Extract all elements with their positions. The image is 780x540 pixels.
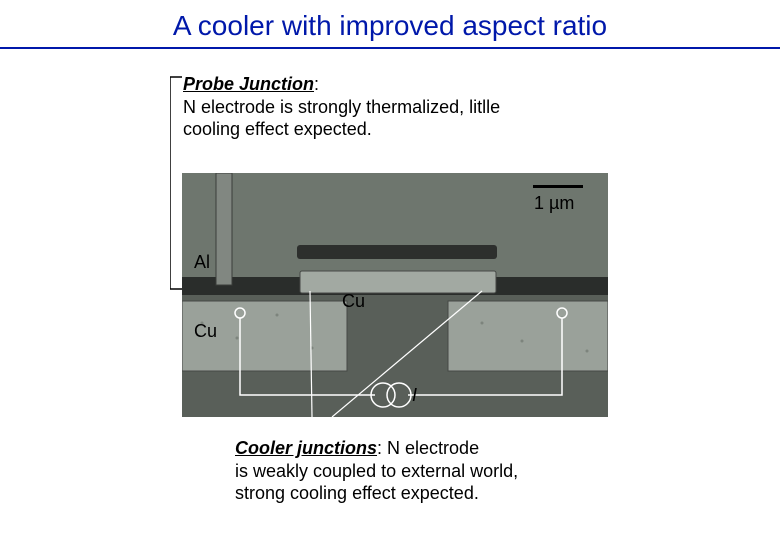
scale-bar [533, 185, 583, 188]
slide: A cooler with improved aspect ratio Prob… [0, 0, 780, 540]
cooler-label: Cooler junctions [235, 438, 377, 458]
cooler-line2: is weakly coupled to external world, [235, 461, 518, 481]
al-label: Al [194, 252, 210, 273]
cu-top-label: Cu [342, 291, 365, 312]
sem-figure: 1 µm Al Cu Cu I [182, 173, 608, 417]
cooler-annotation: Cooler junctions: N electrode is weakly … [235, 437, 518, 505]
cu-left-label: Cu [194, 321, 217, 342]
title-underline [0, 47, 780, 49]
cooler-line1: N electrode [387, 438, 479, 458]
slide-title: A cooler with improved aspect ratio [0, 10, 780, 42]
current-label: I [412, 385, 417, 406]
cooler-line3: strong cooling effect expected. [235, 483, 479, 503]
scale-bar-label: 1 µm [534, 193, 574, 214]
